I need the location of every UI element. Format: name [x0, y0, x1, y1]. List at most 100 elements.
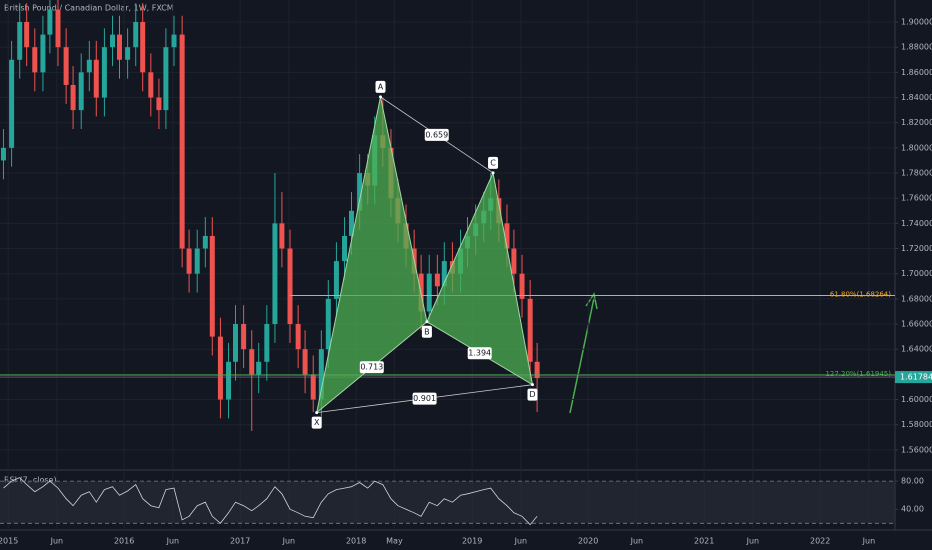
- candle-body: [519, 273, 525, 299]
- point-label: C: [490, 158, 496, 167]
- candle-body: [302, 349, 308, 375]
- point-label: X: [314, 418, 320, 427]
- candle-body: [163, 47, 169, 111]
- last-price-box: [895, 371, 932, 384]
- candle-body: [434, 273, 440, 287]
- ratio-label: 1.394: [468, 349, 491, 358]
- y-tick-label: 1.90000: [901, 18, 932, 27]
- ratio-box: [467, 347, 492, 360]
- candle-body: [279, 223, 285, 249]
- candle-body: [241, 324, 247, 350]
- candle-body: [264, 324, 270, 362]
- y-tick-label: 1.82000: [901, 118, 932, 127]
- candle-body: [342, 235, 348, 262]
- x-tick-label: Jun: [862, 537, 876, 546]
- candle-body: [148, 72, 154, 98]
- candle-body: [186, 248, 192, 274]
- x-tick-label: 2016: [114, 537, 134, 546]
- candle-body: [504, 223, 510, 249]
- fib-level-label: 61.80%(1.68264): [830, 291, 891, 299]
- ratio-label: 0.713: [360, 363, 383, 372]
- candle-body: [78, 72, 84, 111]
- ratio-box: [359, 361, 384, 374]
- candle-body: [0, 147, 6, 161]
- y-tick-label: 1.72000: [901, 244, 932, 253]
- candle-body: [171, 34, 177, 48]
- candle-body: [125, 47, 131, 60]
- ratio-label: 0.901: [413, 394, 436, 403]
- candle-body: [232, 324, 238, 362]
- candle-body: [441, 261, 447, 287]
- candle-body: [40, 34, 46, 73]
- y-tick-label: 1.76000: [901, 194, 932, 203]
- chart-title: British Pound / Canadian Dollar, 1W, FXC…: [4, 4, 174, 13]
- y-tick-label: 1.60000: [901, 395, 932, 404]
- rsi-band: [0, 481, 895, 524]
- candle-body: [70, 84, 76, 111]
- candle-body: [256, 361, 262, 375]
- x-tick-label: 2018: [346, 537, 366, 546]
- candle-body: [249, 349, 255, 375]
- candle-body: [226, 361, 232, 400]
- rsi-tick-label: 40.00: [901, 505, 924, 514]
- y-tick-label: 1.58000: [901, 420, 932, 429]
- ratio-box: [424, 128, 449, 141]
- x-tick-label: Jun: [514, 537, 528, 546]
- candle-body: [426, 273, 432, 312]
- point-label-box: [311, 416, 322, 429]
- candle-body: [310, 374, 316, 400]
- x-tick-label: Jun: [630, 537, 644, 546]
- last-price-label: 1.61784: [900, 373, 932, 382]
- point-label-box: [488, 156, 499, 169]
- candle-body: [179, 34, 185, 249]
- candle-body: [217, 336, 223, 400]
- point-label-box: [527, 388, 538, 401]
- x-tick-label: 2019: [462, 537, 482, 546]
- x-tick-label: 2015: [0, 537, 18, 546]
- pattern-point: [491, 171, 495, 175]
- point-label: D: [529, 390, 535, 399]
- point-label: A: [378, 82, 384, 91]
- candle-body: [9, 59, 15, 148]
- projection-arrow: [569, 292, 598, 414]
- arrow-head: [585, 292, 598, 310]
- candle-body: [194, 248, 200, 274]
- harmonic-pattern: 0.713 0.659 1.394 0.901 X A B C D: [311, 80, 538, 429]
- candle-body: [534, 361, 540, 379]
- candle-body: [86, 59, 92, 73]
- x-tick-label: 2017: [230, 537, 250, 546]
- x-tick-label: May: [386, 537, 403, 546]
- rsi-title: RSI (7, close): [4, 476, 57, 485]
- candle-body: [93, 59, 99, 98]
- x-tick-label: Jun: [282, 537, 296, 546]
- ratio-box: [412, 392, 437, 405]
- candle-body: [295, 324, 301, 350]
- candle-body: [156, 97, 162, 111]
- pattern-point: [315, 411, 319, 415]
- rsi-tick-label: 80.00: [901, 477, 924, 486]
- rsi-line: [3, 477, 538, 526]
- y-tick-label: 1.88000: [901, 43, 932, 52]
- x-tick-label: 2022: [810, 537, 830, 546]
- y-tick-label: 1.56000: [901, 445, 932, 454]
- ratio-label: 0.659: [425, 130, 448, 139]
- candle-body: [272, 223, 278, 325]
- candle-body: [116, 34, 122, 60]
- y-tick-label: 1.84000: [901, 93, 932, 102]
- y-tick-label: 1.66000: [901, 320, 932, 329]
- candle-body: [32, 47, 38, 73]
- candle-body: [63, 47, 69, 85]
- candle-body: [55, 9, 61, 48]
- y-tick-label: 1.64000: [901, 345, 932, 354]
- candle-body: [17, 22, 23, 60]
- candle-body: [110, 34, 116, 48]
- x-tick-label: Jun: [746, 537, 760, 546]
- pattern-point: [530, 383, 534, 387]
- y-tick-label: 1.86000: [901, 68, 932, 77]
- candle-body: [357, 173, 363, 211]
- candle-body: [287, 248, 293, 325]
- x-tick-label: Jun: [166, 537, 180, 546]
- x-tick-label: 2021: [694, 537, 714, 546]
- y-tick-label: 1.78000: [901, 169, 932, 178]
